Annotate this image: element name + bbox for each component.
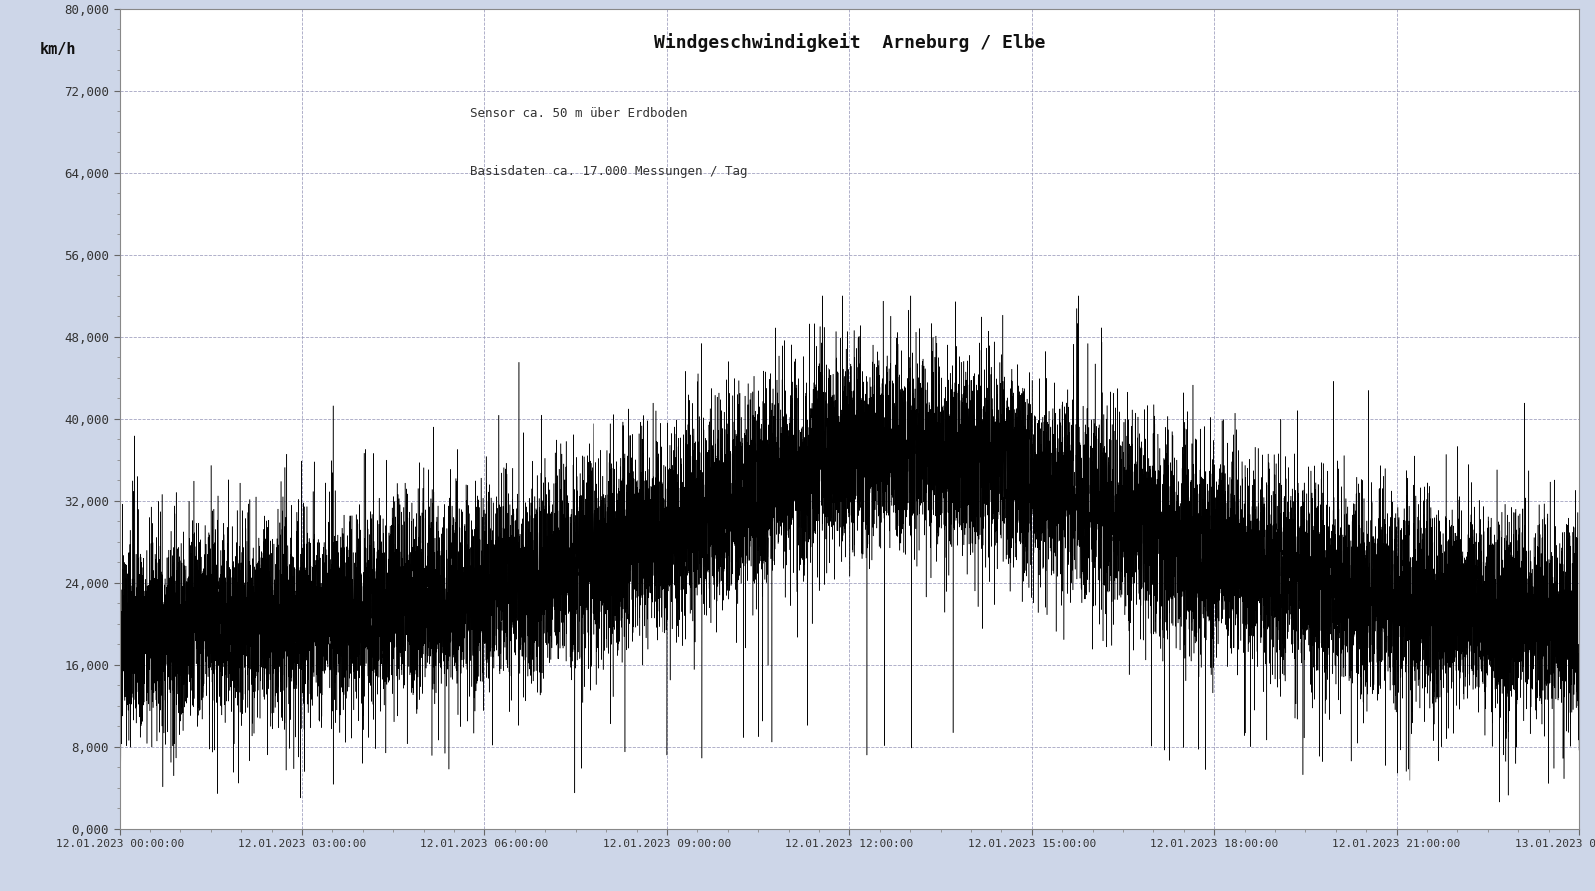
Text: Sensor ca. 50 m über Erdboden: Sensor ca. 50 m über Erdboden [471, 107, 687, 120]
Text: Windgeschwindigkeit  Arneburg / Elbe: Windgeschwindigkeit Arneburg / Elbe [654, 34, 1045, 53]
Text: Basisdaten ca. 17.000 Messungen / Tag: Basisdaten ca. 17.000 Messungen / Tag [471, 165, 748, 177]
Text: km/h: km/h [40, 42, 77, 57]
